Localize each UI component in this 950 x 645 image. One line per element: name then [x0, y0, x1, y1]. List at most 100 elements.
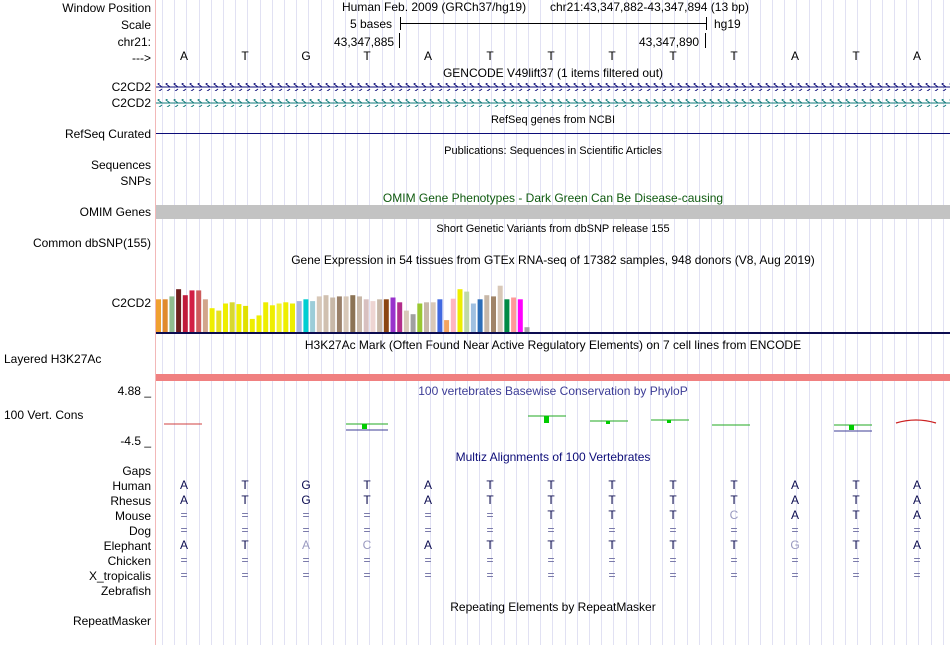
gtex-tissue-bar[interactable] [216, 310, 222, 332]
species-label-human[interactable]: Human [112, 479, 151, 493]
alignment-base: = [608, 553, 616, 567]
gtex-tissue-bar[interactable] [290, 303, 295, 333]
gtex-baseline [156, 332, 950, 334]
gtex-tissue-bar[interactable] [383, 299, 389, 332]
gtex-tissue-bar[interactable] [397, 302, 403, 332]
species-label-x-tropicalis[interactable]: X_tropicalis [88, 569, 151, 583]
gtex-tissue-bar[interactable] [497, 285, 503, 332]
gtex-tissue-bar[interactable] [330, 297, 336, 333]
gtex-tissue-bar[interactable] [363, 299, 369, 332]
alignment-base: A [423, 538, 432, 552]
gtex-tissue-bar[interactable] [249, 318, 255, 332]
gtex-tissue-bar[interactable] [437, 299, 443, 332]
multiz-gaps-label[interactable]: Gaps [122, 464, 151, 478]
gtex-tissue-bar[interactable] [229, 302, 235, 332]
gtex-tissue-bar[interactable] [310, 301, 316, 332]
gtex-tissue-bar[interactable] [162, 299, 168, 332]
grid-line [662, 0, 663, 645]
gtex-tissue-bar[interactable] [343, 296, 349, 332]
gtex-tissue-bar[interactable] [243, 305, 249, 332]
phylop-track-label[interactable]: 100 Vert. Cons [4, 408, 84, 422]
gtex-gene-label[interactable]: C2CD2 [111, 296, 151, 310]
gtex-tissue-bar[interactable] [524, 327, 530, 332]
gtex-tissue-bar[interactable] [176, 289, 182, 332]
gencode-item-label-1[interactable]: C2CD2 [111, 80, 151, 94]
gtex-tissue-bar[interactable] [202, 299, 208, 332]
publications-track-label[interactable]: Sequences [90, 158, 151, 172]
species-label-dog[interactable]: Dog [128, 524, 151, 538]
grid-line [687, 0, 688, 645]
phylop-min-label: -4.5 _ [120, 434, 151, 448]
gtex-tissue-bar[interactable] [182, 295, 188, 332]
alignment-base: = [424, 523, 432, 537]
gtex-tissue-bar[interactable] [450, 298, 456, 332]
strand-arrow-label[interactable]: ---> [132, 51, 151, 65]
omim-track-label[interactable]: OMIM Genes [79, 205, 151, 219]
gtex-tissue-bar[interactable] [484, 295, 490, 332]
gtex-tissue-bar[interactable] [370, 301, 376, 332]
gtex-tissue-bar[interactable] [457, 289, 463, 332]
alignment-base: = [486, 508, 494, 522]
gtex-tissue-bar[interactable] [357, 296, 362, 332]
gtex-tissue-bar[interactable] [464, 291, 470, 332]
species-label-mouse[interactable]: Mouse [114, 509, 151, 523]
gtex-tissue-bar[interactable] [323, 295, 329, 332]
gtex-tissue-bar[interactable] [390, 297, 396, 333]
gtex-tissue-bar[interactable] [276, 303, 282, 333]
gtex-tissue-bar[interactable] [444, 320, 450, 332]
phylop-conservation-plot[interactable] [156, 410, 950, 440]
refseq-gene-line[interactable] [156, 133, 950, 134]
h3k27ac-signal-bar[interactable] [156, 374, 950, 381]
gtex-tissue-bar[interactable] [316, 296, 322, 332]
gtex-tissue-bar[interactable] [350, 295, 356, 332]
gtex-tissue-bar[interactable] [417, 303, 423, 333]
h3k27ac-track-label[interactable]: Layered H3K27Ac [4, 352, 102, 366]
species-label-rhesus[interactable]: Rhesus [110, 494, 151, 508]
refseq-track-label[interactable]: RefSeq Curated [64, 127, 151, 141]
gtex-tissue-bar[interactable] [256, 315, 262, 332]
gencode-item-label-2[interactable]: C2CD2 [111, 96, 151, 110]
species-label-zebrafish[interactable]: Zebrafish [100, 584, 151, 598]
species-label-chicken[interactable]: Chicken [107, 554, 151, 568]
track-image-area[interactable]: Human Feb. 2009 (GRCh37/hg19) chr21:43,3… [156, 0, 950, 645]
alignment-base: A [912, 493, 921, 507]
phylop-score-13 [895, 419, 937, 424]
gtex-tissue-bar[interactable] [209, 308, 215, 332]
gtex-tissue-bar[interactable] [336, 296, 342, 332]
gencode-gene-lines[interactable] [156, 80, 950, 110]
gtex-tissue-bar[interactable] [504, 299, 510, 332]
omim-phenotype-bar[interactable] [156, 205, 950, 219]
gtex-tissue-bar[interactable] [303, 299, 309, 332]
gtex-tissue-bar[interactable] [156, 299, 161, 332]
grid-line [711, 0, 712, 645]
gtex-tissue-bar[interactable] [511, 297, 517, 333]
alignment-base: = [852, 523, 860, 537]
gtex-tissue-bar[interactable] [223, 303, 228, 333]
gtex-tissue-bar[interactable] [491, 296, 496, 332]
gtex-tissue-bar[interactable] [263, 302, 269, 332]
gtex-tissue-bar[interactable] [283, 302, 289, 332]
gtex-tissue-bar[interactable] [430, 302, 436, 332]
gtex-tissue-bar[interactable] [189, 290, 195, 332]
gtex-tissue-bar[interactable] [296, 301, 302, 332]
gtex-tissue-bar[interactable] [196, 290, 202, 332]
gtex-tissue-bar[interactable] [517, 299, 523, 332]
gtex-tissue-bar[interactable] [424, 302, 429, 332]
dbsnp-track-label[interactable]: Common dbSNP(155) [32, 236, 151, 250]
omim-track-title: OMIM Gene Phenotypes - Dark Green Can Be… [382, 191, 724, 205]
grid-line [943, 0, 944, 645]
snps-track-label[interactable]: SNPs [120, 174, 151, 188]
gtex-tissue-bar[interactable] [470, 303, 476, 333]
alignment-base: = [363, 508, 371, 522]
alignment-base: = [669, 568, 677, 582]
gtex-tissue-bar[interactable] [477, 299, 483, 332]
gtex-tissue-bar[interactable] [169, 296, 175, 332]
gtex-tissue-bar[interactable] [403, 310, 409, 332]
gtex-tissue-bar[interactable] [410, 314, 416, 332]
gtex-expression-bars[interactable] [156, 266, 556, 332]
species-label-elephant[interactable]: Elephant [103, 539, 151, 553]
repeatmasker-track-label[interactable]: RepeatMasker [72, 614, 151, 628]
gtex-tissue-bar[interactable] [236, 304, 242, 332]
gtex-tissue-bar[interactable] [269, 305, 275, 332]
gtex-tissue-bar[interactable] [377, 299, 383, 332]
